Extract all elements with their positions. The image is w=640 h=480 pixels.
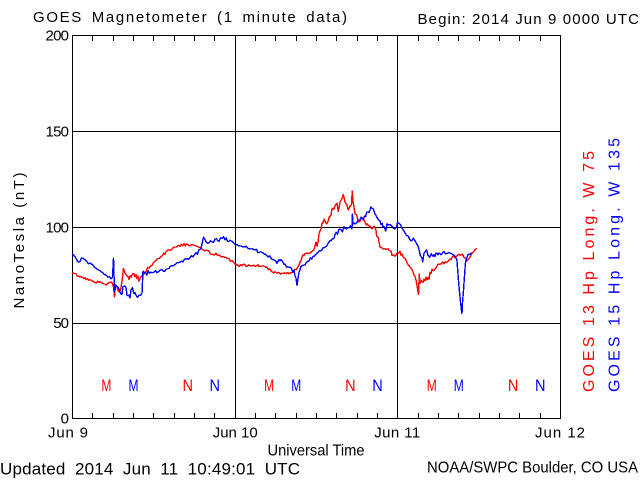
svg-text:Jun 10: Jun 10 bbox=[213, 425, 258, 442]
svg-text:N: N bbox=[372, 376, 383, 395]
svg-text:Begin: 2014 Jun 9 0000 UTC: Begin: 2014 Jun 9 0000 UTC bbox=[418, 11, 640, 28]
svg-text:Jun 9: Jun 9 bbox=[48, 425, 88, 442]
svg-text:GOES 13 Hp Long. W 75: GOES 13 Hp Long. W 75 bbox=[581, 151, 598, 392]
svg-text:Jun 12: Jun 12 bbox=[535, 425, 585, 442]
svg-text:NanoTesla (nT): NanoTesla (nT) bbox=[11, 173, 28, 309]
svg-text:Jun 11: Jun 11 bbox=[374, 425, 420, 442]
svg-text:NOAA/SWPC Boulder, CO USA: NOAA/SWPC Boulder, CO USA bbox=[427, 460, 638, 477]
svg-text:N: N bbox=[535, 376, 546, 395]
svg-text:M: M bbox=[454, 376, 464, 395]
svg-text:M: M bbox=[264, 376, 274, 395]
svg-text:M: M bbox=[101, 376, 111, 395]
svg-text:0: 0 bbox=[61, 411, 69, 428]
svg-text:Universal Time: Universal Time bbox=[268, 443, 365, 460]
svg-text:GOES 15 Hp Long. W 135: GOES 15 Hp Long. W 135 bbox=[607, 138, 624, 392]
svg-text:100: 100 bbox=[46, 220, 70, 237]
svg-text:50: 50 bbox=[53, 315, 69, 332]
svg-text:M: M bbox=[129, 376, 139, 395]
svg-text:N: N bbox=[345, 376, 356, 395]
svg-text:150: 150 bbox=[46, 124, 70, 141]
svg-text:N: N bbox=[508, 376, 519, 395]
svg-text:200: 200 bbox=[46, 28, 70, 45]
svg-text:M: M bbox=[291, 376, 301, 395]
svg-text:N: N bbox=[182, 376, 193, 395]
svg-text:N: N bbox=[210, 376, 221, 395]
svg-text:M: M bbox=[427, 376, 437, 395]
svg-text:Updated 2014 Jun 11 10:49:01 U: Updated 2014 Jun 11 10:49:01 UTC bbox=[0, 460, 300, 479]
